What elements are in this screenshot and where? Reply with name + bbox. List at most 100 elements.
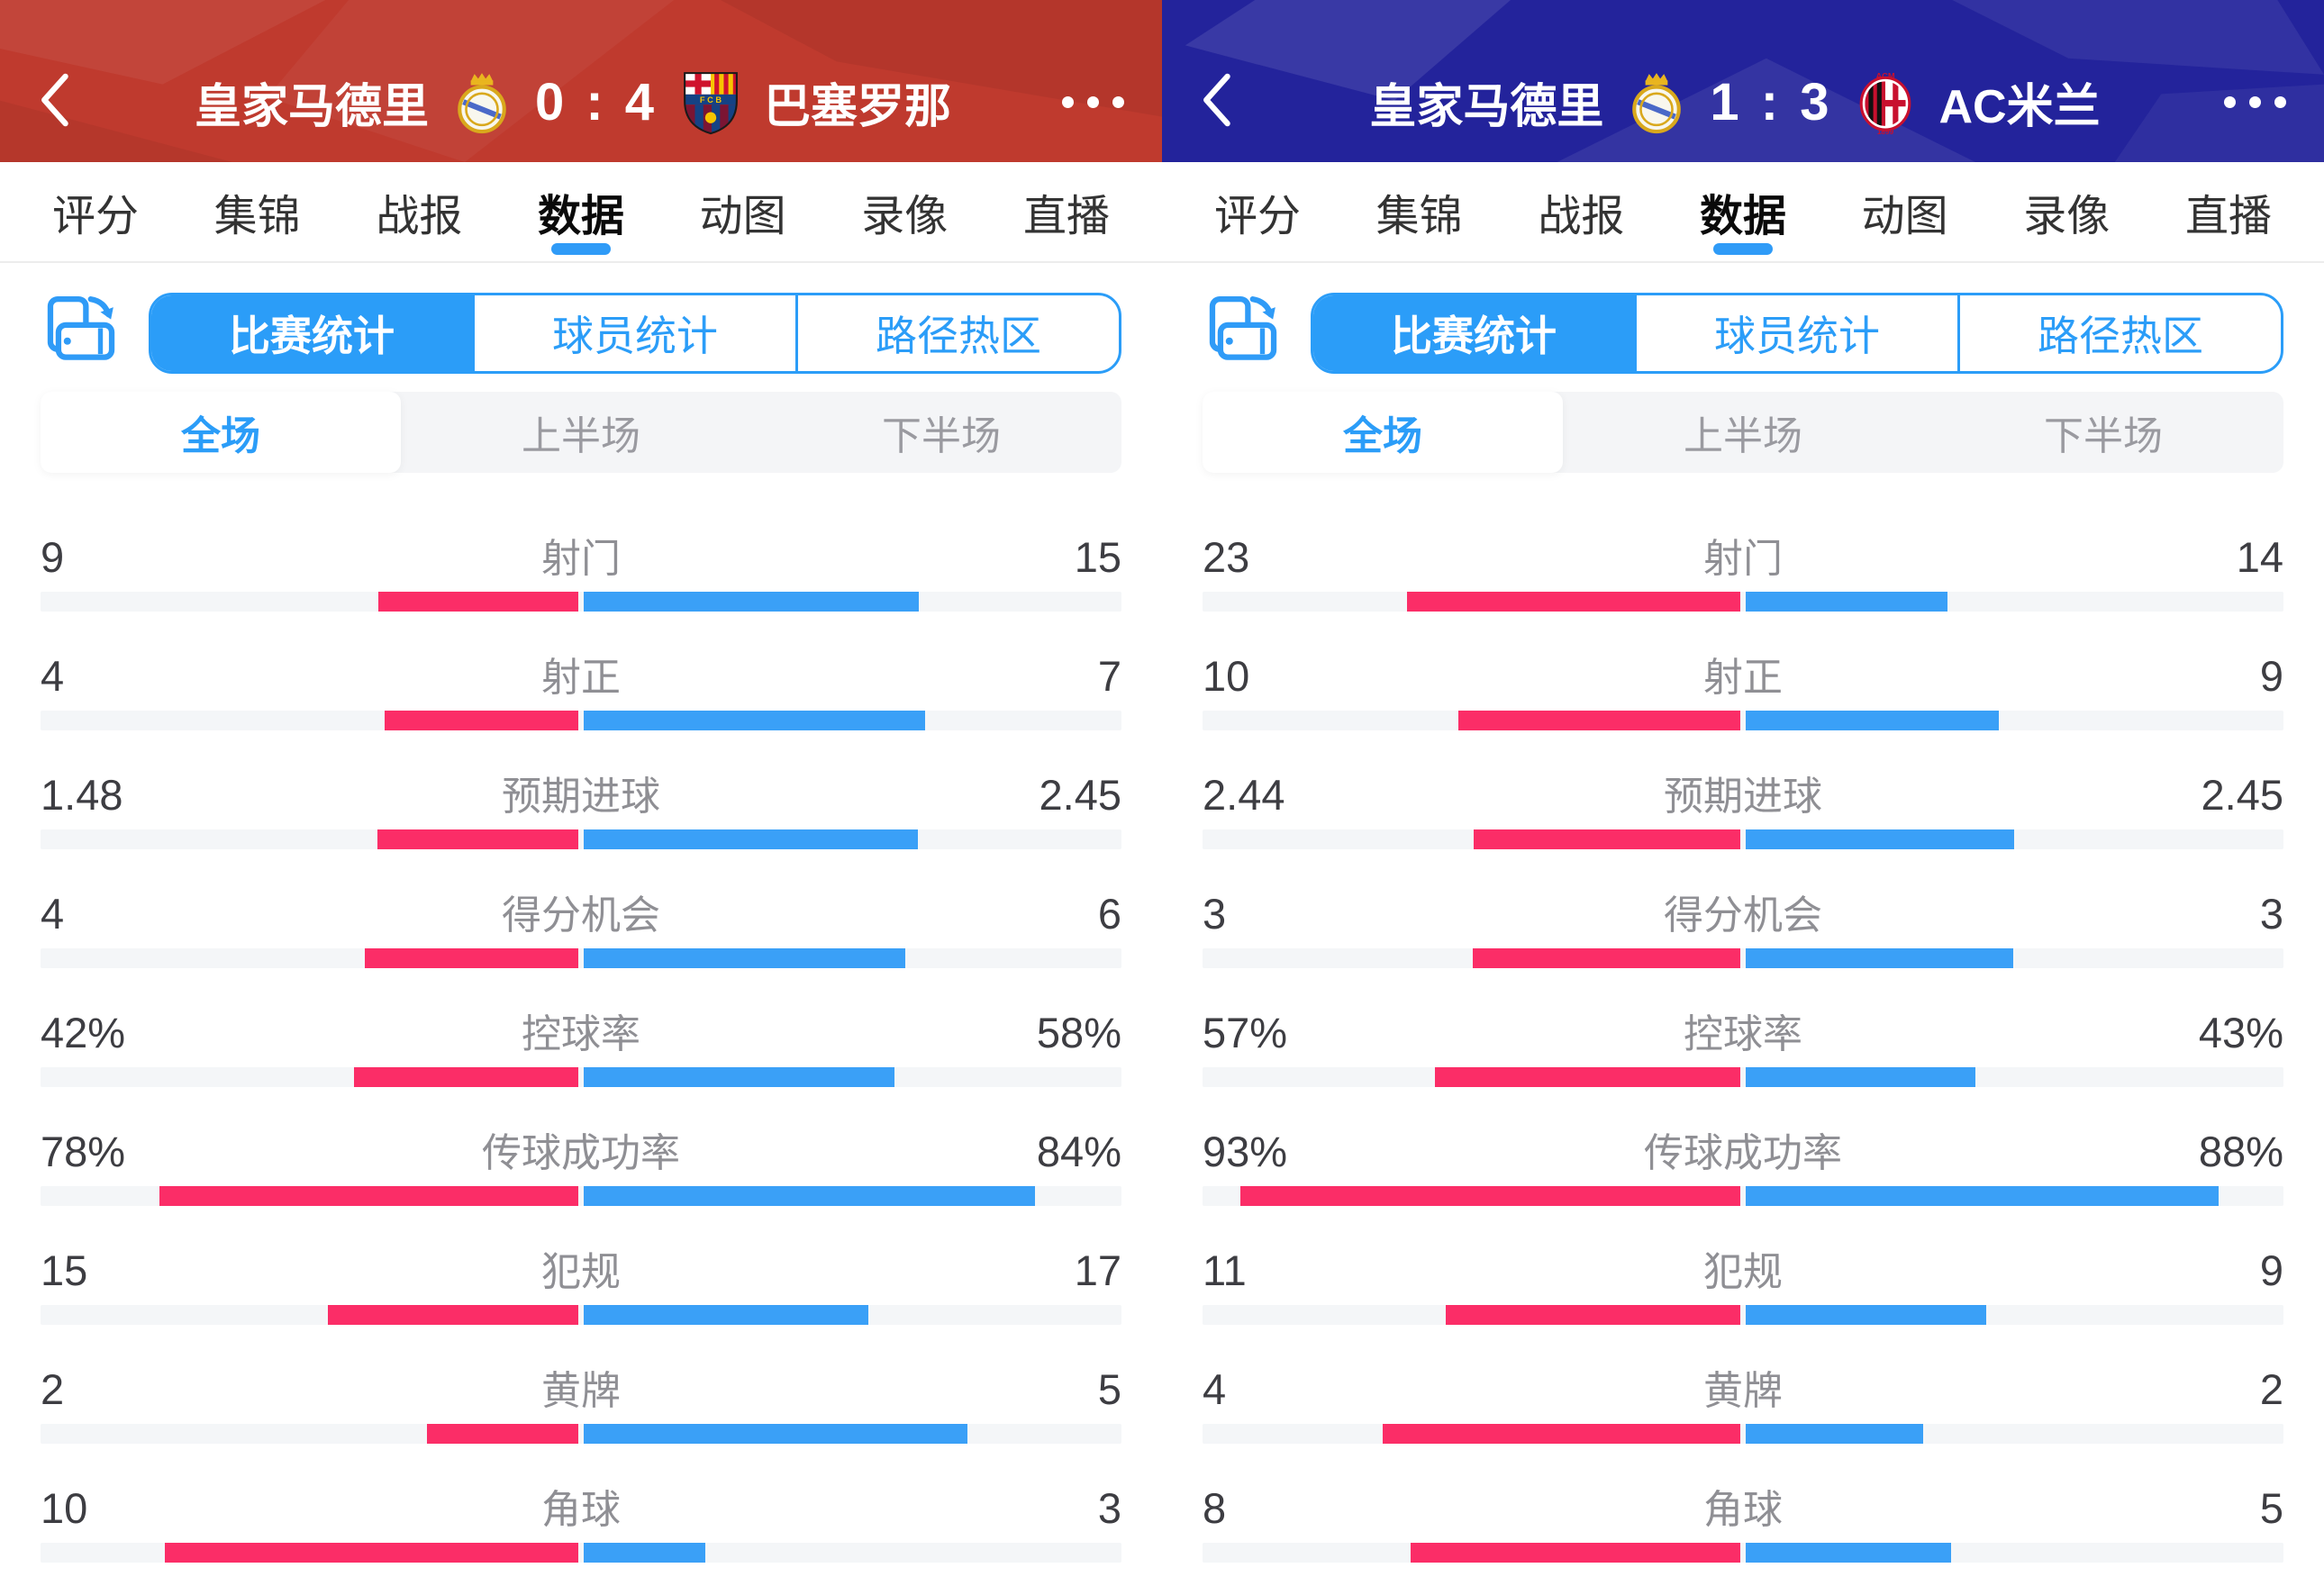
home-value: 78% (41, 1128, 126, 1175)
home-team-name: 皇家马德里 (194, 80, 429, 133)
tab-3[interactable]: 数据 (1700, 162, 1786, 261)
stat-label: 射正 (1703, 656, 1783, 700)
match-score: 1 : 3 (1710, 72, 1833, 131)
period-tab-2[interactable]: 下半场 (882, 414, 1001, 458)
stat-line: 4 得分机会 6 (41, 852, 1121, 940)
stat-bar-track (41, 1186, 1121, 1206)
tab-1[interactable]: 集锦 (213, 193, 301, 240)
period-tab-2[interactable]: 下半场 (2044, 414, 2163, 458)
tab-5[interactable]: 录像 (2023, 193, 2111, 240)
period-tab-1[interactable]: 上半场 (1684, 414, 1802, 458)
stat-line: 78% 传球成功率 84% (41, 1090, 1121, 1178)
stat-bar-track (41, 1424, 1121, 1444)
stat-row: 3 得分机会 3 (1203, 852, 2283, 971)
segment-0[interactable]: 比赛统计 (151, 295, 472, 371)
stat-line: 15 犯规 17 (41, 1209, 1121, 1297)
stat-label: 预期进球 (502, 775, 660, 819)
home-team-bar (1383, 1424, 1740, 1444)
rotate-screen-button[interactable] (41, 293, 122, 374)
stat-label: 射门 (1703, 537, 1783, 581)
stat-row: 10 射正 9 (1203, 614, 2283, 733)
away-value: 5 (2259, 1484, 2283, 1532)
away-team-bar (1746, 1305, 1986, 1325)
stat-row: 15 犯规 17 (41, 1209, 1121, 1328)
stat-bar-track (1203, 829, 2283, 849)
tab-6[interactable]: 直播 (1022, 193, 1110, 240)
back-button[interactable] (38, 71, 108, 133)
stat-line: 93% 传球成功率 88% (1203, 1090, 2283, 1178)
segment-2[interactable]: 路径热区 (795, 295, 1119, 371)
dot-icon (1062, 95, 1074, 108)
tab-3[interactable]: 数据 (538, 162, 624, 261)
stat-bar-track (1203, 1186, 2283, 1206)
tab-0[interactable]: 评分 (52, 193, 140, 240)
stat-bar-track (1203, 592, 2283, 612)
stat-line: 57% 控球率 43% (1203, 971, 2283, 1059)
back-button[interactable] (1200, 71, 1270, 133)
away-value: 15 (1074, 533, 1121, 581)
away-team-bar (1746, 1424, 1924, 1444)
match-header: 皇家马德里 1 : 3 ACM 1899 AC米兰 (1162, 0, 2324, 162)
home-team-name: 皇家马德里 (1369, 80, 1604, 133)
tab-1[interactable]: 集锦 (1375, 193, 1463, 240)
stat-label: 控球率 (1684, 1012, 1802, 1056)
period-tab-0[interactable]: 全场 (41, 392, 401, 473)
period-tab-0[interactable]: 全场 (1203, 392, 1563, 473)
stat-bar-track (41, 829, 1121, 849)
stats-list: 9 射门 15 4 射正 7 1.48 预期进球 2.45 4 (0, 495, 1162, 1565)
stat-bar-track (1203, 1424, 2283, 1444)
stat-line: 4 射正 7 (41, 614, 1121, 702)
home-value: 1.48 (41, 771, 123, 819)
segment-0[interactable]: 比赛统计 (1313, 295, 1634, 371)
home-value: 8 (1203, 1484, 1227, 1532)
tab-4[interactable]: 动图 (699, 193, 786, 240)
stat-bar-track (41, 1067, 1121, 1087)
away-value: 5 (1097, 1365, 1121, 1413)
stat-line: 1.48 预期进球 2.45 (41, 733, 1121, 821)
tab-6[interactable]: 直播 (2184, 193, 2272, 240)
away-value: 2 (2259, 1365, 2283, 1413)
stats-list: 23 射门 14 10 射正 9 2.44 预期进球 2.45 3 (1162, 495, 2324, 1565)
tab-2[interactable]: 战报 (376, 193, 463, 240)
segment-2[interactable]: 路径热区 (1957, 295, 2281, 371)
more-options-button[interactable] (2200, 95, 2286, 108)
tab-0[interactable]: 评分 (1214, 193, 1302, 240)
away-team-logo: ACM 1899 (1856, 69, 1915, 136)
stat-label: 控球率 (522, 1012, 640, 1056)
tab-5[interactable]: 录像 (861, 193, 949, 240)
stat-label: 得分机会 (1664, 893, 1822, 938)
segment-1[interactable]: 球员统计 (1634, 295, 1957, 371)
period-tab-1[interactable]: 上半场 (522, 414, 640, 458)
away-value: 3 (1097, 1484, 1121, 1532)
home-value: 11 (1203, 1246, 1247, 1294)
home-team-bar (1458, 711, 1740, 730)
home-team-bar (378, 592, 578, 612)
more-options-button[interactable] (1038, 95, 1124, 108)
dot-icon (1112, 95, 1124, 108)
stat-label: 角球 (1703, 1488, 1783, 1532)
period-tabs: 全场 上半场 下半场 (41, 392, 1121, 473)
period-tabs: 全场 上半场 下半场 (1203, 392, 2283, 473)
home-team-bar (1240, 1186, 1740, 1206)
stat-line: 42% 控球率 58% (41, 971, 1121, 1059)
match-title: 皇家马德里 1 : 3 ACM 1899 AC米兰 (1270, 68, 2200, 136)
away-team-bar (1746, 1543, 1951, 1563)
away-team-bar (1746, 711, 2000, 730)
segment-1[interactable]: 球员统计 (472, 295, 795, 371)
tab-4[interactable]: 动图 (1861, 193, 1948, 240)
away-value: 3 (2259, 890, 2283, 938)
home-team-bar (377, 829, 578, 849)
rotate-screen-button[interactable] (1203, 293, 1284, 374)
home-team-logo (1627, 69, 1686, 134)
away-value: 58% (1036, 1009, 1121, 1056)
tab-2[interactable]: 战报 (1538, 193, 1625, 240)
away-team-bar (584, 1543, 706, 1563)
svg-text:ACM: ACM (1876, 71, 1895, 80)
stat-label: 预期进球 (1664, 775, 1822, 819)
svg-text:F C B: F C B (700, 95, 722, 104)
away-team-bar (584, 592, 919, 612)
away-value: 2.45 (2201, 771, 2283, 819)
away-value: 6 (1097, 890, 1121, 938)
home-team-bar (159, 1186, 578, 1206)
stat-bar-track (1203, 948, 2283, 968)
